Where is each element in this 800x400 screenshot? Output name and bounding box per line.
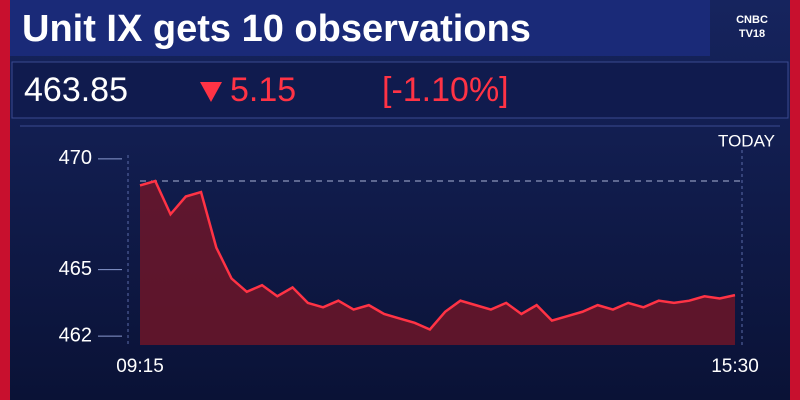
headline: Unit IX gets 10 observations [22,8,531,50]
quote-bar [11,61,789,119]
logo-text: TV18 [739,28,765,40]
y-tick-label: 470 [59,147,92,169]
y-tick-label: 465 [59,258,92,280]
left-border [0,0,10,400]
right-border [790,0,800,400]
title-banner [10,0,710,56]
x-tick-label: 09:15 [116,356,164,377]
area [140,181,735,345]
x-tick-label: 15:30 [711,356,759,377]
change: 5.15 [230,71,296,109]
logo-text: CNBC [736,14,768,26]
change-percent: [-1.10%] [382,71,509,109]
down-arrow [200,82,222,102]
y-tick-label: 462 [59,324,92,346]
price: 463.85 [24,71,128,109]
price-line [139,179,736,332]
period-label: TODAY [718,131,775,150]
